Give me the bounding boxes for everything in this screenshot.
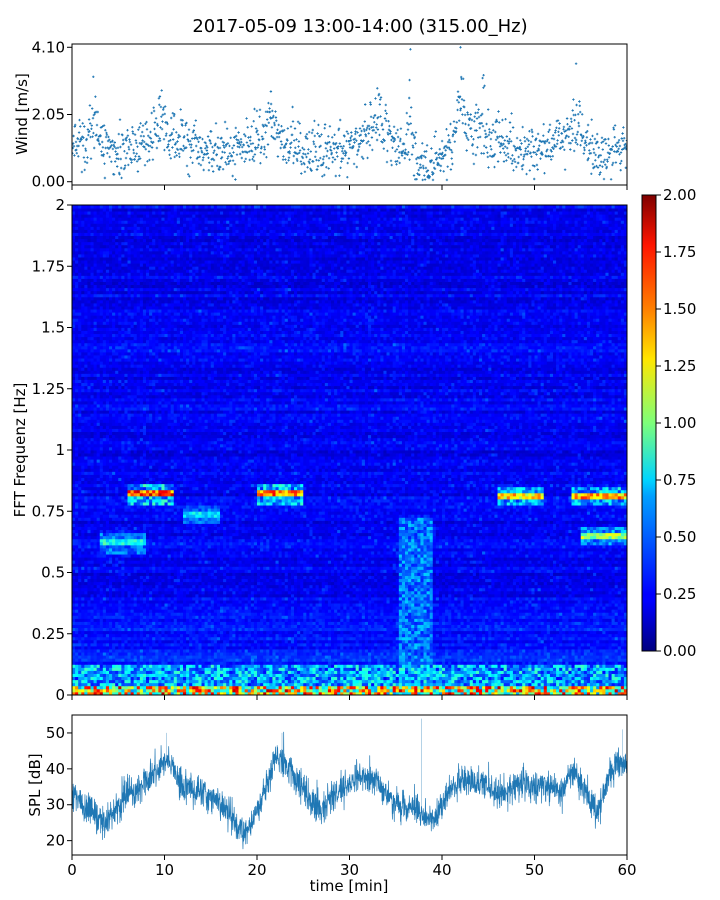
spl-series-line	[72, 731, 627, 850]
spl-x-ticks: 0 10 20 30 40 50 60	[67, 855, 637, 879]
spl-x-tick-label: 50	[525, 861, 544, 879]
colorbar-tick-label: 0.25	[663, 585, 696, 603]
colorbar-tick-label: 0.00	[663, 642, 696, 660]
colorbar-tick-label: 0.75	[663, 471, 696, 489]
wind-y-ticks: 0.00 2.05 4.10	[32, 38, 72, 191]
spectrogram-x-ticks	[71, 695, 628, 700]
colorbar-tick-label: 1.25	[663, 357, 696, 375]
spl-x-label: time [min]	[310, 877, 389, 895]
spl-y-tick-label: 30	[46, 796, 65, 814]
spl-x-tick-label: 10	[155, 861, 174, 879]
spectrogram-y-tick-label: 1.5	[41, 319, 65, 337]
spectrogram-y-tick-label: 0.25	[32, 625, 65, 643]
spl-spikes	[166, 718, 623, 814]
wind-y-tick-label: 2.05	[32, 106, 65, 124]
colorbar: 0.00 0.25 0.50 0.75 1.00 1.25 1.50 1.75 2.00	[641, 186, 696, 660]
colorbar-tick-label: 2.00	[663, 186, 696, 204]
spectrogram-panel: 0 0.25 0.5 0.75 1 1.25 1.5 1.75 2 FFT Frequenz […	[11, 196, 628, 704]
spl-y-ticks: 20 30 40 50	[46, 724, 72, 850]
wind-panel: 0.00 2.05 4.10 Wind [m/s]	[13, 38, 628, 191]
wind-x-ticks	[71, 185, 628, 190]
spl-y-tick-label: 50	[46, 724, 65, 742]
spectrogram-y-tick-label: 1	[55, 441, 65, 459]
spectrogram-y-tick-label: 0.5	[41, 564, 65, 582]
colorbar-tick-label: 1.50	[663, 300, 696, 318]
wind-y-tick-label: 4.10	[32, 38, 65, 56]
wind-marker-set	[72, 46, 627, 182]
spectrogram-y-tick-label: 0	[55, 686, 65, 704]
spl-x-tick-label: 40	[432, 861, 451, 879]
spectrogram-y-tick-label: 2	[55, 196, 65, 214]
spectrogram-y-tick-label: 1.25	[32, 380, 65, 398]
colorbar-tick-label: 0.50	[663, 528, 696, 546]
colorbar-tick-label: 1.75	[663, 243, 696, 261]
colorbar-ticks: 0.00 0.25 0.50 0.75 1.00 1.25 1.50 1.75 2.00	[656, 186, 696, 660]
colorbar-gradient	[641, 194, 657, 652]
spectrogram-y-tick-label: 1.75	[32, 257, 65, 275]
spl-x-tick-label: 30	[340, 861, 359, 879]
spl-y-tick-label: 40	[46, 760, 65, 778]
spl-x-tick-label: 60	[617, 861, 636, 879]
spectrogram-y-tick-label: 0.75	[32, 502, 65, 520]
spl-y-label: SPL [dB]	[26, 753, 44, 816]
spl-x-tick-label: 0	[67, 861, 77, 879]
spectrogram-heatmap	[72, 205, 627, 695]
colorbar-tick-label: 1.00	[663, 414, 696, 432]
spl-line	[72, 718, 627, 850]
figure-title: 2017-05-09 13:00-14:00 (315.00_Hz)	[192, 16, 527, 37]
spl-y-tick-label: 20	[46, 832, 65, 850]
spectrogram-y-ticks: 0 0.25 0.5 0.75 1 1.25 1.5 1.75 2	[32, 196, 72, 704]
wind-y-label: Wind [m/s]	[13, 73, 31, 155]
wind-axes-frame	[71, 43, 628, 186]
spectrogram-y-label: FFT Frequenz [Hz]	[11, 383, 29, 518]
wind-scatter	[72, 46, 627, 182]
spl-panel: 20 30 40 50 0 10 20 30 40 50 60 SPL [dB] time [mi…	[26, 714, 637, 895]
wind-y-tick-label: 0.00	[32, 173, 65, 191]
spl-x-tick-label: 20	[247, 861, 266, 879]
